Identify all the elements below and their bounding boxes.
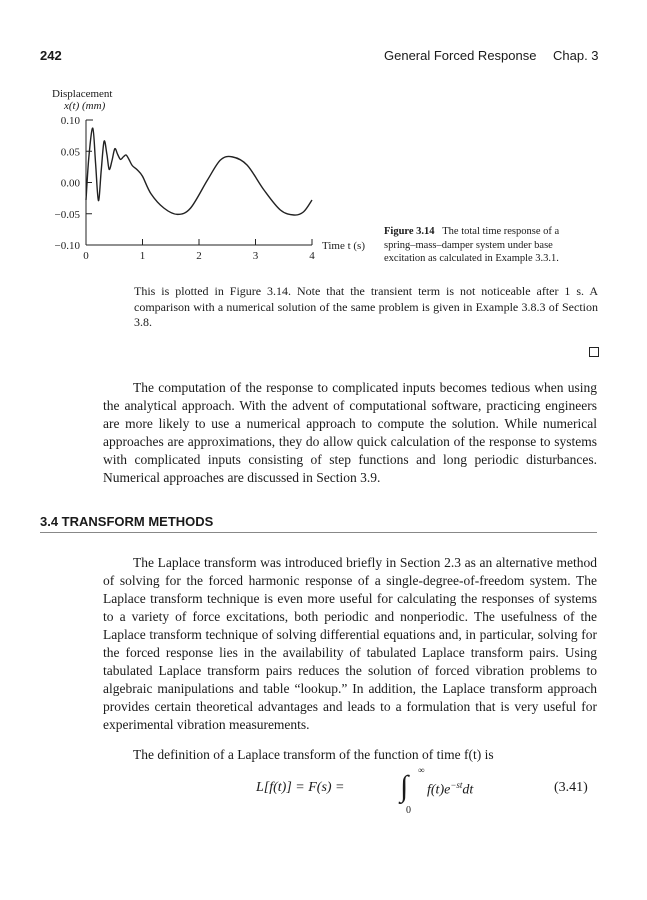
paragraph-example-note: This is plotted in Figure 3.14. Note tha… [134,284,598,329]
paragraph-definition: The definition of a Laplace transform of… [133,747,494,762]
paragraph-computation: The computation of the response to compl… [103,380,597,485]
page-number: 242 [40,48,62,63]
integrand: f(t)e [427,782,451,798]
y-tick-label: −0.05 [55,209,81,221]
y-tick-label: 0.10 [61,115,81,127]
equation-integrand: f(t)e−stdt [427,780,473,799]
integral-lower-limit: 0 [406,805,411,816]
caption-label: Figure 3.14 [384,226,435,237]
caption-text: The total time response of a spring–mass… [384,226,560,264]
y-tick-label: 0.00 [61,178,81,190]
running-title: General Forced Response [384,48,537,63]
y-tick-label: 0.05 [61,146,81,158]
figure-caption: Figure 3.14 The total time response of a… [384,225,589,266]
x-tick-label: 4 [309,250,315,262]
end-of-example-box [589,347,599,357]
chapter-label: Chap. 3 [553,48,599,63]
paragraph-laplace: The Laplace transform was introduced bri… [103,555,597,732]
x-axis-label: Time t (s) [322,240,365,252]
y-axis-unit: x(t) (mm) [64,100,106,112]
integral-upper-limit: ∞ [418,765,425,775]
equation-lhs: L[f(t)] = F(s) = [256,780,345,795]
equation-number: (3.41) [554,780,588,795]
x-tick-label: 1 [140,250,146,262]
differential: dt [462,782,474,798]
exponent: −st [450,780,463,790]
x-tick-label: 0 [83,250,89,262]
response-curve [85,127,313,216]
y-tick-label: −0.10 [55,240,81,252]
x-tick-label: 2 [196,250,202,262]
section-heading: 3.4 TRANSFORM METHODS [40,514,597,533]
integral-sign: ∫ [400,770,409,803]
y-axis-label: Displacement [52,88,113,100]
response-chart: 0 1 2 3 4 0.10 0.05 0.00 −0.05 −0.10 Time t (s) [55,115,366,262]
x-tick-label: 3 [253,250,259,262]
